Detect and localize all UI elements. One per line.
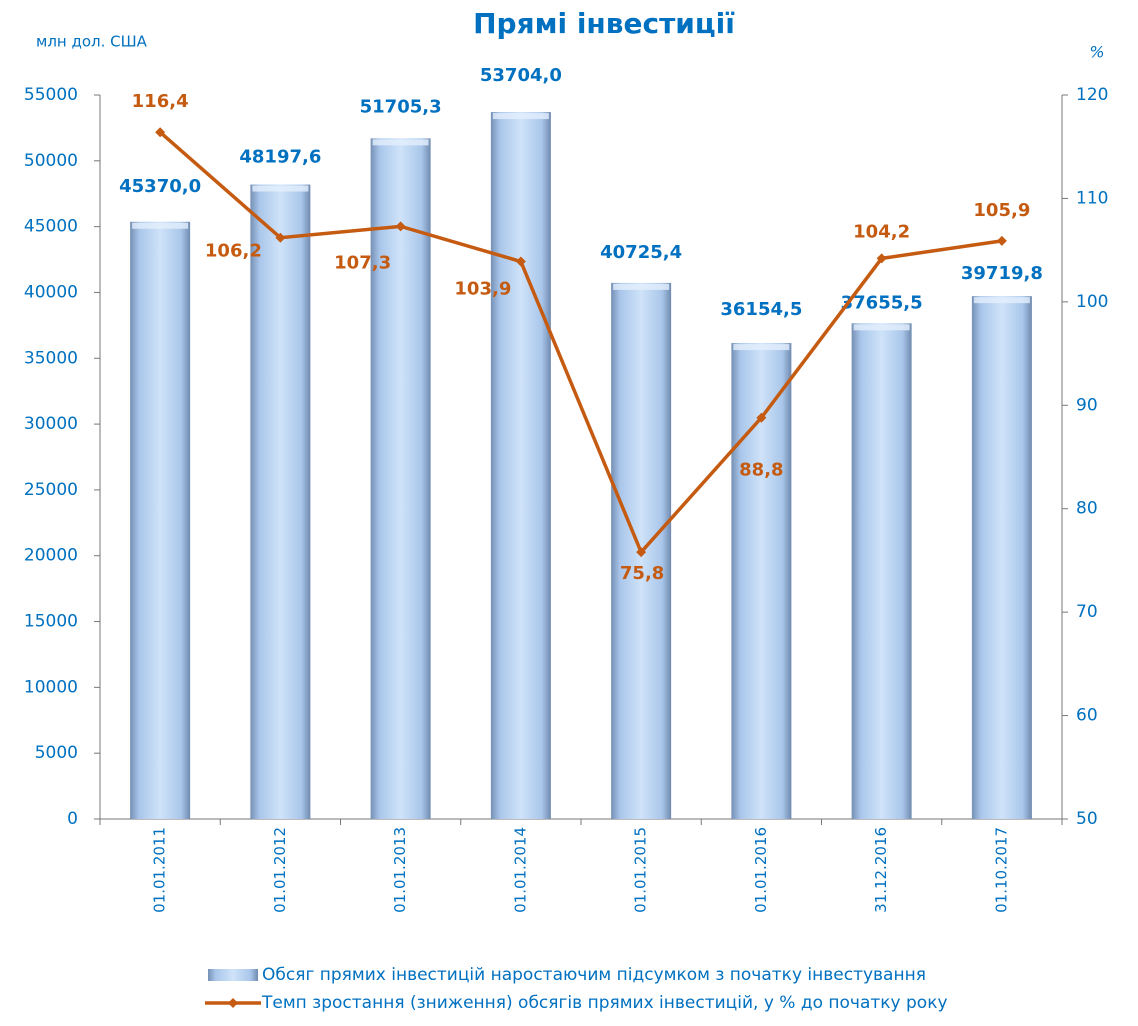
line-value-label: 116,4 xyxy=(132,91,189,112)
y-tick-label: 10000 xyxy=(24,677,78,697)
line-value-label: 75,8 xyxy=(620,563,664,584)
bar-cap xyxy=(973,297,1030,304)
line-value-label: 105,9 xyxy=(973,200,1030,221)
y-tick-label: 20000 xyxy=(24,546,78,566)
line-value-label: 104,2 xyxy=(853,221,910,242)
y-tick-label: 25000 xyxy=(24,480,78,500)
y2-axis-label: % xyxy=(1089,43,1104,62)
x-tick-label: 01.01.2015 xyxy=(632,827,650,913)
x-tick-label: 01.01.2012 xyxy=(271,827,289,913)
y2-tick-label: 100 xyxy=(1076,292,1108,312)
bar-value-label: 45370,0 xyxy=(119,176,201,197)
y2-tick-label: 50 xyxy=(1076,809,1098,829)
bar xyxy=(971,296,1032,819)
bar xyxy=(370,138,431,819)
bar-value-label: 37655,5 xyxy=(841,292,923,313)
bar xyxy=(851,323,912,819)
line-value-label: 103,9 xyxy=(454,279,511,300)
line-marker xyxy=(395,221,406,232)
y2-tick-label: 90 xyxy=(1076,395,1098,415)
y2-tick-label: 110 xyxy=(1076,188,1108,208)
y-axis-label: млн дол. США xyxy=(36,33,148,51)
y-tick-label: 50000 xyxy=(24,151,78,171)
y-tick-label: 35000 xyxy=(24,348,78,368)
y-tick-label: 15000 xyxy=(24,612,78,632)
line-marker xyxy=(636,547,647,558)
line-marker xyxy=(876,253,887,264)
bar-cap xyxy=(252,185,309,192)
x-tick-label: 01.01.2013 xyxy=(391,827,409,913)
line-value-label: 107,3 xyxy=(334,252,391,273)
y2-tick-label: 80 xyxy=(1076,499,1098,519)
bar-cap xyxy=(613,283,670,290)
bar xyxy=(250,184,311,820)
bar-cap xyxy=(853,324,910,331)
bar-cap xyxy=(132,222,189,229)
x-tick-label: 01.01.2011 xyxy=(151,827,169,913)
bar-value-label: 40725,4 xyxy=(600,242,682,263)
bar-value-label: 51705,3 xyxy=(360,96,442,117)
y2-tick-label: 70 xyxy=(1076,602,1098,622)
legend-swatch xyxy=(208,969,258,981)
bar xyxy=(130,221,191,820)
bar-cap xyxy=(372,139,429,146)
legend-swatch-marker xyxy=(228,998,238,1008)
y2-tick-label: 60 xyxy=(1076,706,1098,726)
bar-value-label: 48197,6 xyxy=(239,147,321,168)
x-tick-label: 31.12.2016 xyxy=(872,827,890,913)
bar-cap xyxy=(733,344,790,351)
x-tick-label: 01.01.2014 xyxy=(511,827,529,913)
line-marker xyxy=(515,256,526,267)
line-marker xyxy=(756,412,767,423)
line-value-label: 106,2 xyxy=(205,241,262,262)
y-tick-label: 45000 xyxy=(24,217,78,237)
bar-value-label: 39719,8 xyxy=(961,263,1043,284)
y2-tick-label: 120 xyxy=(1076,85,1108,105)
x-tick-label: 01.01.2016 xyxy=(752,827,770,913)
line-marker xyxy=(996,235,1007,246)
bar-value-label: 36154,5 xyxy=(720,299,802,320)
line-marker xyxy=(155,127,166,138)
y-tick-label: 55000 xyxy=(24,85,78,105)
line-value-label: 88,8 xyxy=(739,460,783,481)
legend-label: Обсяг прямих інвестицій наростаючим підс… xyxy=(262,965,926,985)
legend-label: Темп зростання (зниження) обсягів прямих… xyxy=(261,993,948,1013)
y-tick-label: 0 xyxy=(67,809,78,829)
bar xyxy=(490,112,551,820)
bar-value-label: 53704,0 xyxy=(480,65,562,86)
line-marker xyxy=(275,232,286,243)
y-tick-label: 5000 xyxy=(35,743,78,763)
y-tick-label: 40000 xyxy=(24,282,78,302)
bar-cap xyxy=(492,113,549,120)
chart-title: Прямі інвестиції xyxy=(473,7,735,40)
y-tick-label: 30000 xyxy=(24,414,78,434)
line xyxy=(158,130,1003,556)
x-tick-label: 01.10.2017 xyxy=(992,827,1010,913)
